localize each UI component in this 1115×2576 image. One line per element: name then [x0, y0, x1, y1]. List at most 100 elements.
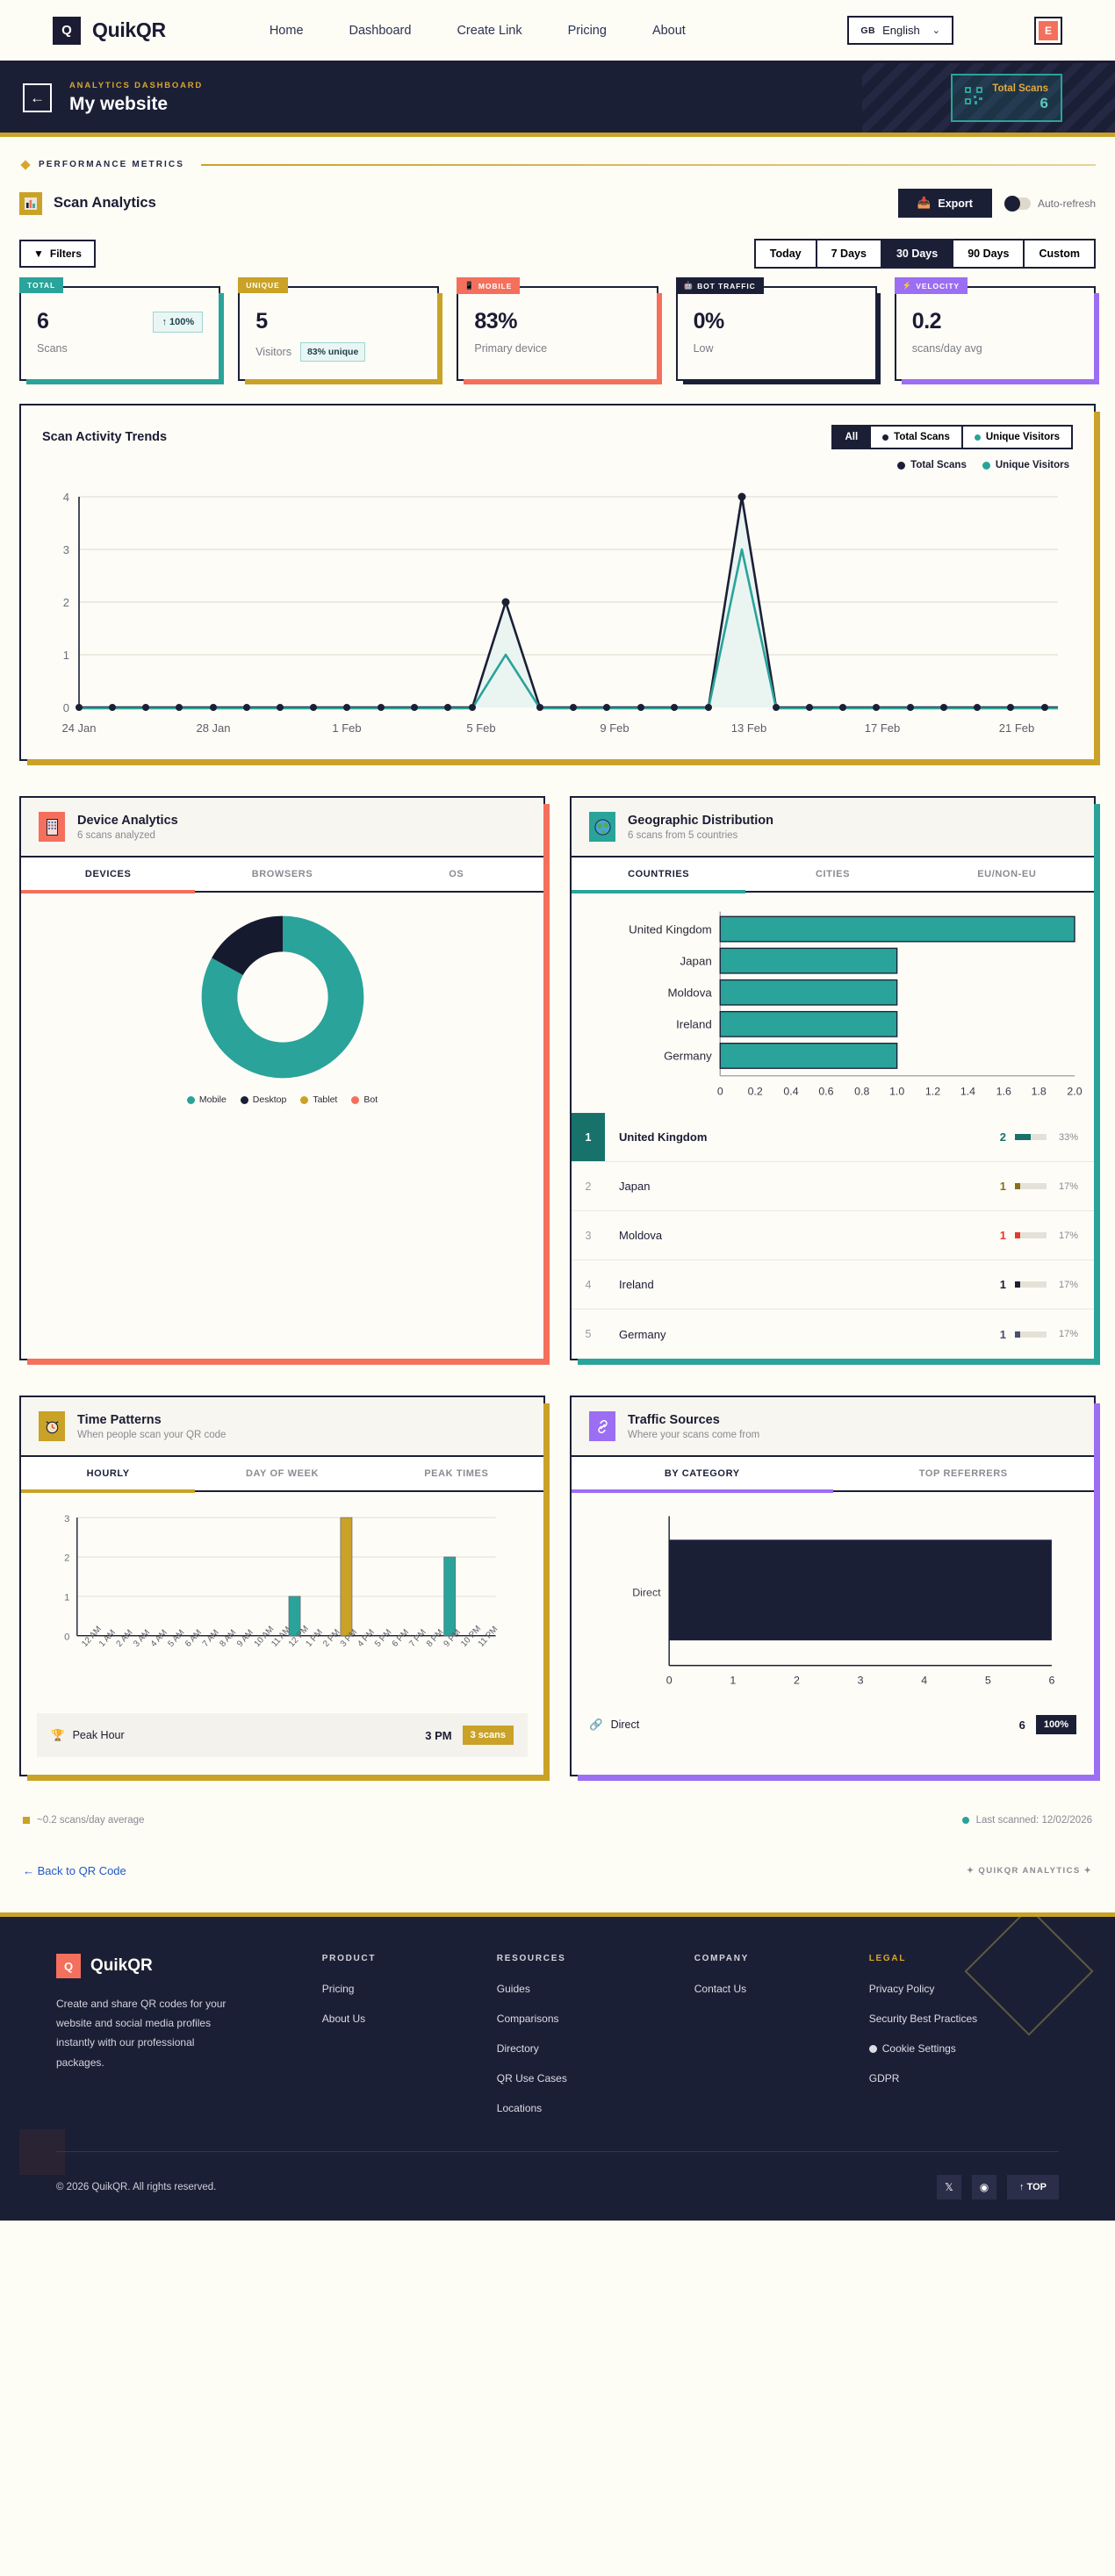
stat-value-bot-traffic: 0% — [693, 309, 725, 334]
tab-peak-times[interactable]: PEAK TIMES — [369, 1457, 543, 1490]
tab-top-referrers[interactable]: TOP REFERRERS — [832, 1457, 1094, 1490]
tab-cities[interactable]: CITIES — [745, 857, 920, 891]
footer-link-guides[interactable]: Guides — [496, 1983, 530, 1995]
bottom-row: ← Back to QR Code ✦ QUIKQR ANALYTICS ✦ — [23, 1864, 1092, 1912]
footer-link-security-best-practices[interactable]: Security Best Practices — [868, 2013, 978, 2025]
tab-eu-non-eu[interactable]: EU/NON-EU — [919, 857, 1094, 891]
tab-hourly[interactable]: HOURLY — [21, 1457, 196, 1493]
tab-countries[interactable]: COUNTRIES — [572, 857, 746, 893]
scroll-to-top-button[interactable]: ↑ TOP — [1007, 2175, 1059, 2199]
twitter-x-icon[interactable]: 𝕏 — [937, 2175, 962, 2199]
tab-browsers[interactable]: BROWSERS — [195, 857, 370, 891]
auto-refresh-toggle[interactable]: Auto-refresh — [1004, 195, 1096, 212]
geo-tabs: COUNTRIES CITIES EU/NON-EU — [572, 857, 1094, 893]
svg-text:0.2: 0.2 — [748, 1086, 763, 1098]
svg-text:4: 4 — [63, 491, 69, 504]
table-row[interactable]: 5 Germany 1 17% — [572, 1310, 1094, 1359]
footer-link-contact-us[interactable]: Contact Us — [694, 1983, 747, 1995]
tab-by-category[interactable]: BY CATEGORY — [572, 1457, 833, 1493]
language-selector[interactable]: GB English ⌄ — [847, 16, 953, 45]
dot-icon — [351, 1095, 360, 1104]
range-30-days[interactable]: 30 Days — [881, 240, 954, 267]
stat-tag-total: TOTAL — [19, 277, 64, 293]
nav-link-pricing[interactable]: Pricing — [567, 23, 607, 38]
traffic-direct-row[interactable]: 🔗 Direct 6 100% — [572, 1701, 1094, 1748]
traffic-row-chip: 100% — [1035, 1715, 1076, 1734]
nav-link-create-link[interactable]: Create Link — [457, 23, 522, 38]
tab-day-of-week[interactable]: DAY OF WEEK — [195, 1457, 370, 1490]
footer-brand[interactable]: Q QuikQR — [56, 1954, 299, 1978]
dot-icon — [240, 1095, 248, 1104]
hero-eyebrow: ANALYTICS DASHBOARD — [69, 81, 204, 90]
hourly-bar-svg: 3 2 1 0 12 AM 1 AM 2 AM 3 AM 4 AM 5 AM — [64, 1514, 500, 1649]
toggle-switch[interactable] — [1004, 195, 1031, 212]
section-label-performance-metrics: PERFORMANCE METRICS — [20, 159, 1096, 170]
svg-text:0.8: 0.8 — [854, 1086, 869, 1098]
device-tabs: DEVICES BROWSERS OS — [21, 857, 543, 893]
country-percent: 17% — [1058, 1180, 1078, 1192]
legend-bot: Bot — [351, 1094, 378, 1105]
export-label: Export — [938, 197, 973, 210]
traffic-card-header: Traffic Sources Where your scans come fr… — [572, 1397, 1094, 1457]
instagram-icon[interactable]: ◉ — [972, 2175, 997, 2199]
legend-total-scans: Total Scans — [897, 460, 967, 470]
stat-main-total: 6 ↑ 100% — [37, 309, 204, 334]
line-chart-svg: 4 3 2 1 0 — [61, 491, 1058, 735]
svg-text:28 Jan: 28 Jan — [196, 721, 230, 735]
table-row[interactable]: 1 United Kingdom 2 33% — [572, 1113, 1094, 1162]
traffic-bar-chart: Direct 0 1 2 3 4 5 6 — [572, 1492, 1094, 1701]
footer-link-locations[interactable]: Locations — [496, 2102, 543, 2114]
nav-link-home[interactable]: Home — [269, 23, 304, 38]
svg-text:United Kingdom: United Kingdom — [629, 922, 712, 936]
nav-link-about[interactable]: About — [651, 23, 686, 38]
table-row[interactable]: 4 Ireland 1 17% — [572, 1260, 1094, 1310]
avatar[interactable]: E — [1034, 16, 1062, 45]
footer-link-pricing[interactable]: Pricing — [321, 1983, 355, 1995]
footer-link-cookie-settings[interactable]: Cookie Settings — [868, 2042, 1059, 2055]
traffic-row-count: 6 — [1018, 1718, 1025, 1732]
stat-sub-mobile: Primary device — [474, 342, 548, 355]
footer-link-qr-use-cases[interactable]: QR Use Cases — [496, 2072, 567, 2084]
top-navigation: Q QuikQR Home Dashboard Create Link Pric… — [0, 0, 1115, 63]
range-custom[interactable]: Custom — [1025, 240, 1094, 267]
back-to-qr-code-link[interactable]: ← Back to QR Code — [23, 1864, 126, 1877]
tab-devices[interactable]: DEVICES — [21, 857, 196, 893]
language-label: English — [882, 24, 920, 37]
filters-label: Filters — [49, 248, 82, 260]
svg-text:6: 6 — [1048, 1675, 1054, 1687]
device-card-title: Device Analytics — [77, 813, 178, 828]
svg-text:Moldova: Moldova — [667, 987, 712, 1000]
geo-card-header: Geographic Distribution 6 scans from 5 c… — [572, 798, 1094, 857]
range-7-days[interactable]: 7 Days — [816, 240, 882, 267]
series-all[interactable]: All — [833, 427, 872, 448]
svg-text:3: 3 — [64, 1514, 69, 1525]
nav-link-dashboard[interactable]: Dashboard — [349, 23, 412, 38]
table-row[interactable]: 2 Japan 1 17% — [572, 1162, 1094, 1211]
nav-right-group: GB English ⌄ E — [847, 16, 1062, 45]
footer-link-comparisons[interactable]: Comparisons — [496, 2013, 559, 2025]
footer-link-privacy-policy[interactable]: Privacy Policy — [868, 1983, 935, 1995]
country-percent: 17% — [1058, 1230, 1078, 1241]
back-button[interactable]: ← — [23, 83, 52, 112]
brand-logo[interactable]: Q QuikQR — [53, 16, 166, 45]
tab-os[interactable]: OS — [369, 857, 543, 891]
footer-column-legal: LEGAL Privacy Policy Security Best Pract… — [868, 1954, 1059, 2132]
series-unique-visitors[interactable]: Unique Visitors — [962, 427, 1071, 448]
alarm-clock-icon — [39, 1411, 65, 1441]
filters-button[interactable]: ▼ Filters — [19, 240, 96, 268]
svg-text:0: 0 — [64, 1632, 69, 1642]
traffic-bar-svg: Direct 0 1 2 3 4 5 6 — [632, 1516, 1054, 1687]
footer-link-gdpr[interactable]: GDPR — [868, 2072, 900, 2084]
table-row[interactable]: 3 Moldova 1 17% — [572, 1211, 1094, 1260]
range-today[interactable]: Today — [755, 240, 817, 267]
country-metrics: 1 17% — [1000, 1229, 1094, 1242]
legend-mobile: Mobile — [186, 1094, 227, 1105]
export-button[interactable]: 📥 Export — [897, 189, 992, 218]
country-bar — [1015, 1232, 1047, 1238]
geo-bar-chart: United Kingdom Japan Moldova Ireland Ger… — [572, 893, 1094, 1113]
footer-link-directory[interactable]: Directory — [496, 2042, 539, 2055]
range-90-days[interactable]: 90 Days — [953, 240, 1025, 267]
series-total-scans[interactable]: Total Scans — [871, 427, 963, 448]
svg-text:4 PM: 4 PM — [356, 1627, 376, 1648]
footer-link-about-us[interactable]: About Us — [321, 2013, 366, 2025]
